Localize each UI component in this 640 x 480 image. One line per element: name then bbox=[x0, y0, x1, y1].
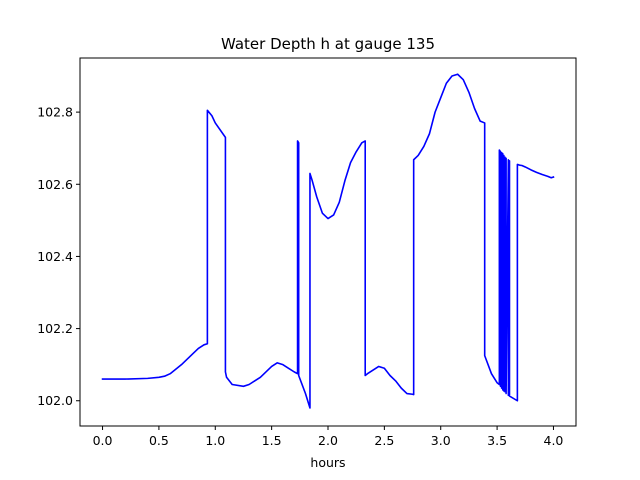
plot-area: 0.0 0.5 1.0 1.5 2.0 2.5 3.0 3.5 4.0 102.0 102.2 102… bbox=[37, 57, 577, 448]
x-tick-label: 3.5 bbox=[487, 433, 507, 448]
y-tick-label: 102.0 bbox=[37, 393, 73, 408]
x-tick-label: 2.0 bbox=[318, 433, 338, 448]
x-tick-label: 1.5 bbox=[262, 433, 282, 448]
chart-title: Water Depth h at gauge 135 bbox=[221, 35, 435, 53]
x-tick-label: 2.5 bbox=[374, 433, 394, 448]
x-tick-label: 3.0 bbox=[431, 433, 451, 448]
x-tick-label: 0.5 bbox=[149, 433, 169, 448]
y-tick-label: 102.8 bbox=[37, 105, 73, 120]
x-tick-label: 4.0 bbox=[544, 433, 564, 448]
y-tick-label: 102.2 bbox=[37, 321, 73, 336]
y-tick-label: 102.4 bbox=[37, 249, 73, 264]
y-tick-label: 102.6 bbox=[37, 177, 73, 192]
series-line-0 bbox=[101, 73, 555, 409]
x-axis-label: hours bbox=[310, 455, 345, 470]
x-tick-label: 1.0 bbox=[205, 433, 225, 448]
x-tick-label: 0.0 bbox=[93, 433, 113, 448]
